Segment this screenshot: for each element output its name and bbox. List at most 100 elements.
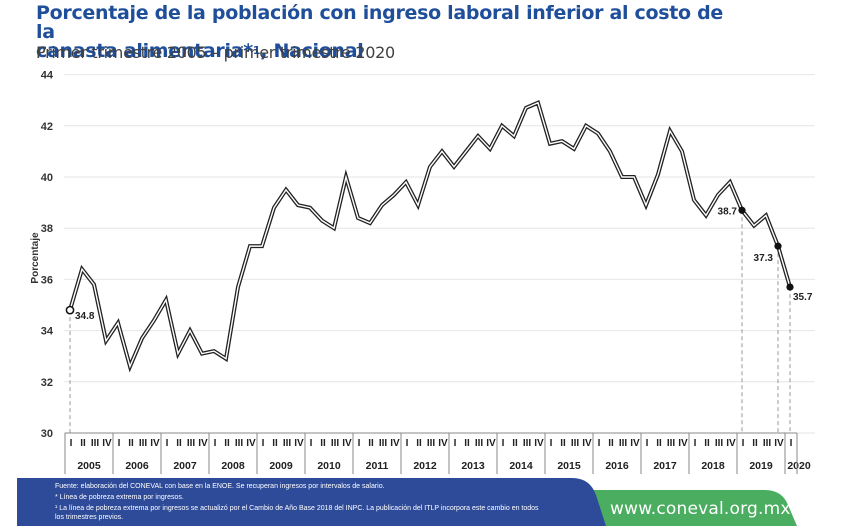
quarter-label: IV [102, 438, 112, 449]
series-line [68, 100, 792, 373]
quarter-label: I [406, 438, 409, 449]
quarter-label: II [224, 438, 230, 449]
series-line-inner [69, 101, 791, 369]
footer-blue-shape [17, 478, 606, 526]
year-label: 2016 [605, 460, 629, 472]
quarter-label: III [667, 438, 676, 449]
quarter-label: IV [342, 438, 352, 449]
quarter-label: III [427, 438, 436, 449]
quarter-label: II [608, 438, 614, 449]
year-label: 2006 [125, 460, 149, 472]
quarter-label: II [512, 438, 518, 449]
quarter-label: I [358, 438, 361, 449]
quarter-label: IV [486, 438, 496, 449]
quarter-label: I [550, 438, 553, 449]
quarter-label: I [310, 438, 313, 449]
quarter-label: I [694, 438, 697, 449]
quarter-label: I [70, 438, 73, 449]
start-point-marker [65, 305, 75, 315]
footer-note-1-line1: ¹ La línea de pobreza extrema por ingres… [55, 505, 539, 512]
quarter-label: III [475, 438, 484, 449]
quarter-label: IV [678, 438, 688, 449]
quarter-label: III [523, 438, 532, 449]
quarter-label: I [646, 438, 649, 449]
quarter-label: IV [630, 438, 640, 449]
quarter-label: IV [198, 438, 208, 449]
quarter-label: IV [582, 438, 592, 449]
footer-banner: Fuente: elaboración del CONEVAL con base… [17, 478, 797, 526]
quarter-label: IV [390, 438, 400, 449]
quarter-label: III [187, 438, 196, 449]
y-tick-label: 40 [41, 172, 53, 184]
quarter-label: I [118, 438, 121, 449]
quarter-label: III [283, 438, 292, 449]
title-line2-suffix: , Nacional [260, 40, 364, 62]
title-line2-prefix: canasta alimentaria* [36, 40, 253, 62]
quarter-label: III [619, 438, 628, 449]
year-label: 2020 [787, 460, 811, 472]
year-label: 2017 [653, 460, 677, 472]
quarter-label: II [320, 438, 326, 449]
data-label: 35.7 [793, 292, 813, 303]
footer-note-asterisk: * Línea de pobreza extrema por ingresos. [55, 494, 184, 501]
quarter-label: II [272, 438, 278, 449]
quarter-label: IV [774, 438, 784, 449]
quarter-label: II [368, 438, 374, 449]
year-label: 2010 [317, 460, 341, 472]
quarter-label: IV [246, 438, 256, 449]
y-axis-ticks: 30 32 34 36 38 40 42 44 [41, 70, 54, 440]
quarter-label: I [742, 438, 745, 449]
quarter-label: IV [294, 438, 304, 449]
highlight-point-marker [774, 242, 782, 250]
quarter-label: I [166, 438, 169, 449]
quarter-label: II [128, 438, 134, 449]
footer-note-1-line2: los trimestres previos. [55, 514, 123, 521]
quarter-label: III [91, 438, 100, 449]
quarter-label: IV [438, 438, 448, 449]
y-tick-label: 36 [41, 274, 53, 286]
quarter-label: I [790, 438, 793, 449]
drop-lines [69, 210, 791, 433]
title-superscript: 1 [252, 44, 261, 57]
quarter-label: III [235, 438, 244, 449]
data-label: 34.8 [75, 311, 95, 322]
year-label: 2008 [221, 460, 245, 472]
chart-title-line1: Porcentaje de la población con ingreso l… [36, 2, 724, 43]
quarter-label: I [214, 438, 217, 449]
quarter-label: IV [150, 438, 160, 449]
series-line-outer [68, 100, 792, 373]
quarter-label: I [502, 438, 505, 449]
quarter-label: I [598, 438, 601, 449]
y-tick-label: 34 [41, 326, 54, 338]
quarter-label: III [139, 438, 148, 449]
y-tick-label: 30 [41, 428, 53, 440]
quarter-label: II [752, 438, 758, 449]
y-tick-label: 32 [41, 377, 53, 389]
quarter-label: IV [534, 438, 544, 449]
highlight-point-marker [738, 206, 746, 214]
y-tick-label: 38 [41, 223, 53, 235]
quarter-label: I [454, 438, 457, 449]
year-label: 2009 [269, 460, 293, 472]
gridlines [64, 74, 815, 434]
chart-title-line2: canasta alimentaria*1, Nacional [36, 42, 736, 61]
quarter-label: II [560, 438, 566, 449]
year-label: 2015 [557, 460, 581, 472]
data-label: 37.3 [754, 253, 774, 264]
year-label: 2007 [173, 460, 197, 472]
footer-source: Fuente: elaboración del CONEVAL con base… [55, 483, 385, 490]
quarter-label: III [379, 438, 388, 449]
quarter-label: III [571, 438, 580, 449]
coneval-url-link[interactable]: www.coneval.org.mx [610, 499, 791, 519]
data-label: 38.7 [718, 206, 738, 217]
y-tick-label: 42 [41, 121, 53, 133]
footer-green-shape [560, 490, 797, 526]
year-label: 2011 [366, 460, 389, 472]
quarter-label: II [656, 438, 662, 449]
quarter-label: IV [726, 438, 736, 449]
quarter-label: I [262, 438, 265, 449]
year-label: 2014 [509, 460, 533, 472]
year-label: 2012 [413, 460, 437, 472]
